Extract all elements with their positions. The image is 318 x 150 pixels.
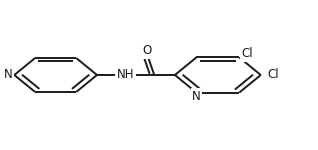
Text: N: N [4,69,13,81]
Text: Cl: Cl [241,47,253,60]
Text: O: O [142,44,152,57]
Text: NH: NH [117,69,135,81]
Text: Cl: Cl [267,69,279,81]
Text: N: N [192,90,201,103]
